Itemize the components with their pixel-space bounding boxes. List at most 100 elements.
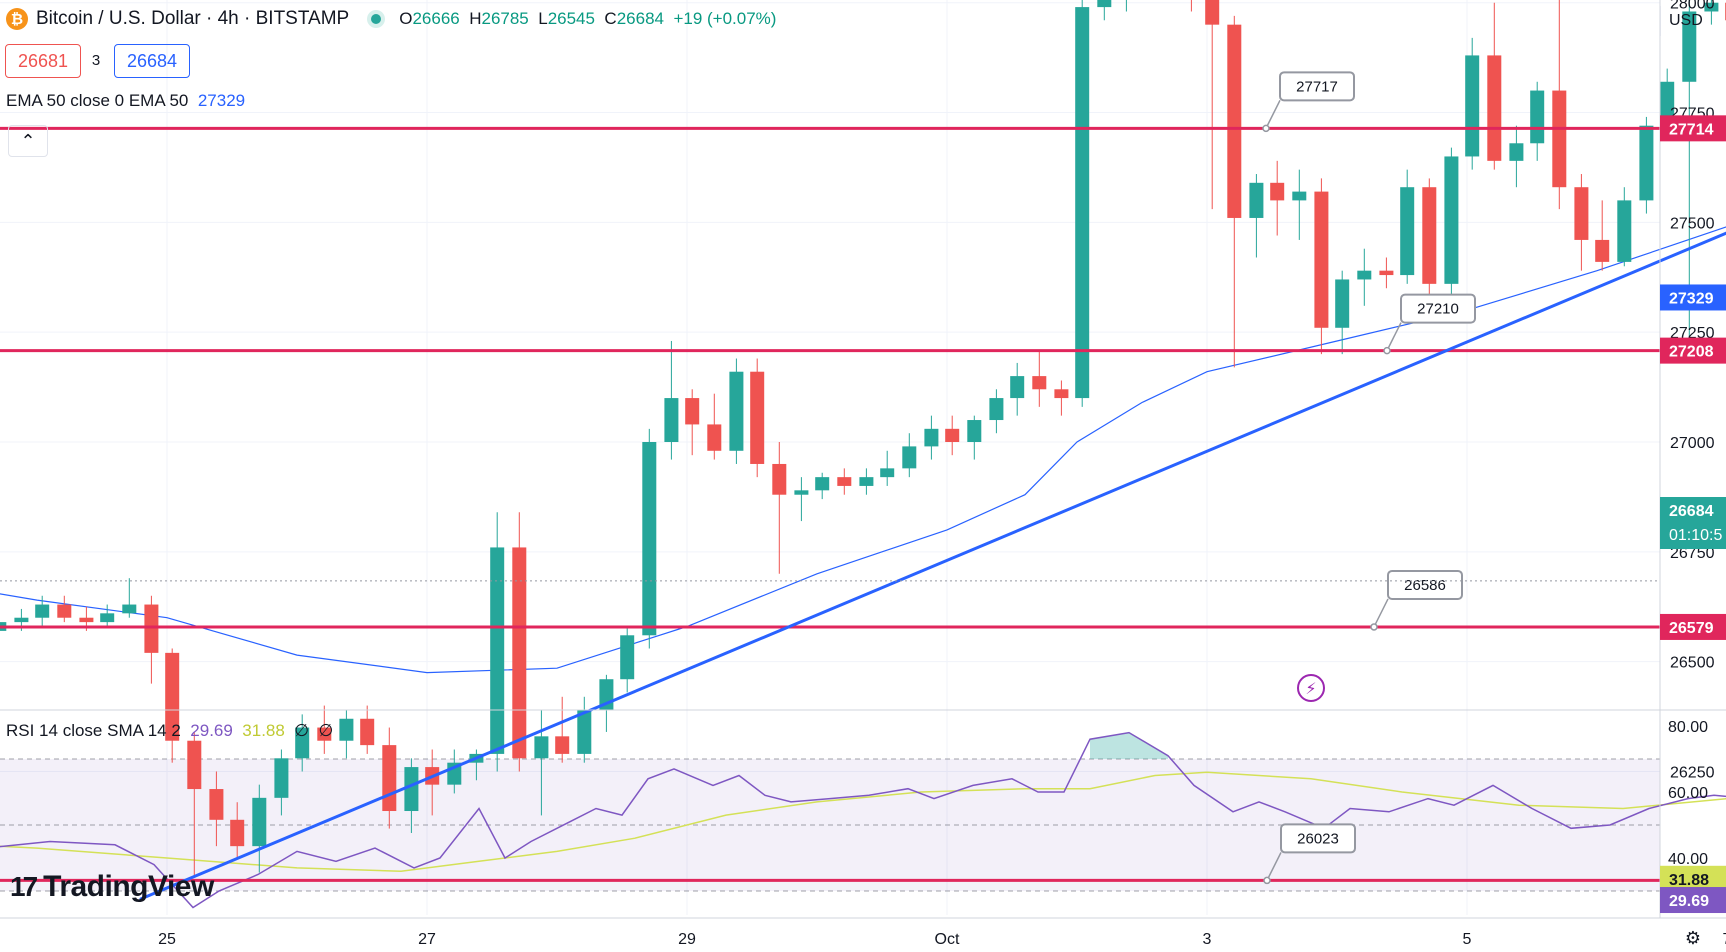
candle-body bbox=[1010, 376, 1025, 399]
candle-body bbox=[274, 758, 289, 798]
candle-body bbox=[1379, 270, 1394, 276]
candle-body bbox=[1249, 182, 1264, 218]
rsi-tag: 29.69 bbox=[1669, 893, 1709, 910]
candle-body bbox=[317, 727, 332, 741]
callout-anchor bbox=[1263, 876, 1271, 885]
ema-price-tag-bg bbox=[1660, 284, 1726, 311]
candle-body bbox=[772, 463, 787, 495]
rsi-sma-tag: 31.88 bbox=[1669, 872, 1709, 889]
candle-body bbox=[837, 477, 852, 486]
candle-body bbox=[382, 745, 397, 812]
level-price-tag-bg bbox=[1660, 337, 1726, 364]
buy-price: 26684 bbox=[126, 50, 178, 71]
price-tick-label: 28000 bbox=[1670, 0, 1715, 13]
low-label: L bbox=[538, 9, 548, 28]
candle-body bbox=[880, 468, 895, 478]
candle-body bbox=[1314, 191, 1329, 328]
candle-body bbox=[360, 718, 375, 746]
candle-body bbox=[79, 617, 94, 623]
candle-body bbox=[967, 420, 982, 442]
levels-layer: 285952819827717272102658626023 bbox=[0, 71, 1660, 885]
candle-body bbox=[512, 547, 527, 759]
candle-body bbox=[989, 398, 1004, 421]
callout-leader bbox=[1386, 322, 1402, 351]
price-tick-label: 26500 bbox=[1670, 655, 1715, 672]
last-price-tag: 26684 bbox=[1669, 503, 1714, 520]
candle-body bbox=[1444, 156, 1459, 284]
time-tick-label: Oct bbox=[935, 931, 960, 948]
sell-button[interactable]: 26681 bbox=[5, 44, 81, 78]
callout-box bbox=[1400, 293, 1476, 324]
candle-body bbox=[707, 424, 722, 451]
collapse-legend-button[interactable]: ⌃ bbox=[8, 125, 48, 157]
price-tick-label: 26250 bbox=[1670, 764, 1715, 781]
candle-body bbox=[35, 604, 50, 618]
ema-layer bbox=[0, 226, 1726, 674]
trendlines-layer: ⚡ bbox=[139, 231, 1726, 901]
candle-body bbox=[1595, 239, 1610, 262]
candle-body bbox=[1509, 143, 1524, 161]
currency-selector[interactable]: USD bbox=[1660, 6, 1726, 36]
rsi-legend[interactable]: RSI 14 close SMA 14 2 29.69 31.88 ∅ ∅ bbox=[6, 721, 333, 741]
candle-body bbox=[14, 617, 29, 623]
candle-body bbox=[252, 797, 267, 847]
candle-body bbox=[1552, 90, 1567, 188]
countdown-tag: 01:10:5 bbox=[1669, 527, 1722, 544]
tradingview-logo-icon: 17 bbox=[10, 871, 38, 902]
candle-body bbox=[1660, 81, 1675, 126]
candle-body bbox=[1205, 0, 1220, 25]
callout-anchor bbox=[1370, 623, 1378, 631]
price-tick-label: 27000 bbox=[1670, 435, 1715, 452]
candle-body bbox=[295, 727, 310, 759]
candle-body bbox=[165, 652, 180, 741]
ema-50-line bbox=[0, 226, 1726, 674]
candle-body bbox=[1574, 187, 1589, 240]
ohlc-readout: O26666 H26785 L26545 C26684 +19 (+0.07%) bbox=[399, 9, 776, 29]
rsi-tick-label: 60.00 bbox=[1668, 785, 1708, 802]
candle-body bbox=[945, 428, 960, 442]
level-price-tag: 27208 bbox=[1669, 344, 1714, 361]
callout-box bbox=[1280, 823, 1356, 854]
time-tick-label: 7 bbox=[1723, 931, 1726, 948]
rsi-null-2: ∅ bbox=[318, 721, 334, 740]
lightning-icon bbox=[1297, 674, 1325, 702]
candle-body bbox=[122, 604, 137, 614]
last-price-tag-bg bbox=[1660, 497, 1726, 549]
rsi-legend-value: 29.69 bbox=[190, 721, 233, 740]
candle-body bbox=[1704, 2, 1719, 12]
chevron-up-icon: ⌃ bbox=[20, 130, 36, 151]
high-label: H bbox=[469, 9, 482, 28]
market-open-icon bbox=[371, 14, 382, 24]
grid-layer bbox=[0, 0, 1660, 915]
rsi-null-1: ∅ bbox=[294, 721, 310, 740]
callout-leader bbox=[1266, 852, 1282, 881]
rsi-pane bbox=[0, 731, 1726, 909]
callout-label: 26586 bbox=[1404, 577, 1446, 594]
callout-leader bbox=[1373, 598, 1389, 628]
candle-body bbox=[555, 736, 570, 754]
tradingview-logo[interactable]: 17 TradingView bbox=[10, 870, 214, 904]
buy-button[interactable]: 26684 bbox=[114, 44, 190, 78]
ema-price-tag: 27329 bbox=[1669, 290, 1714, 307]
candle-body bbox=[404, 767, 419, 812]
candle-body bbox=[490, 547, 505, 754]
symbol-title[interactable]: Bitcoin / U.S. Dollar · 4h · BITSTAMP bbox=[36, 8, 350, 29]
trendline-ascending bbox=[139, 231, 1726, 901]
candle-body bbox=[750, 371, 765, 464]
close-value: 26684 bbox=[616, 9, 664, 28]
candle-body bbox=[1422, 187, 1437, 284]
candle-body bbox=[1075, 7, 1090, 399]
callout-box bbox=[1279, 71, 1355, 102]
settings-gear-icon: ⚙ bbox=[1685, 928, 1701, 949]
time-tick-label: 29 bbox=[678, 931, 696, 948]
candle-body bbox=[729, 371, 744, 451]
candle-body bbox=[144, 604, 159, 653]
time-tick-label: 5 bbox=[1463, 931, 1472, 948]
ema-legend-label: EMA 50 close 0 EMA 50 bbox=[6, 91, 189, 110]
candle-body bbox=[534, 736, 549, 759]
ema-legend[interactable]: EMA 50 close 0 EMA 50 27329 bbox=[6, 91, 245, 111]
candle-body bbox=[1054, 389, 1069, 399]
candle-body bbox=[902, 446, 917, 469]
